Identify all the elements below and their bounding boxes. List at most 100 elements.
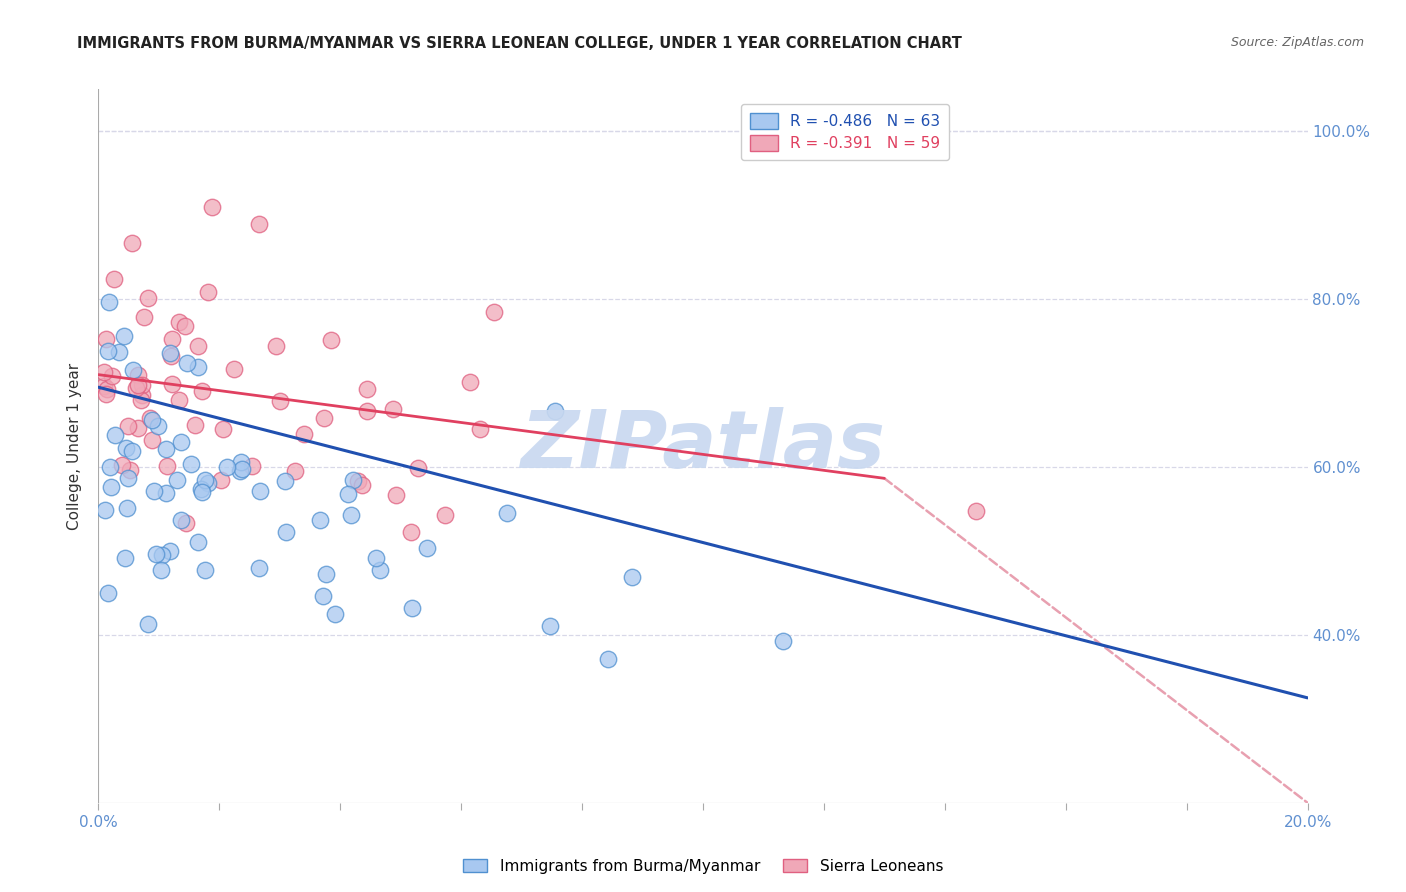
Point xyxy=(167,392,190,407)
Point xyxy=(127,378,149,392)
Point xyxy=(170,513,193,527)
Point xyxy=(101,369,124,384)
Point xyxy=(194,563,217,577)
Point xyxy=(155,485,177,500)
Point xyxy=(309,513,332,527)
Point xyxy=(356,382,378,396)
Point xyxy=(350,478,373,492)
Point xyxy=(111,458,134,472)
Point xyxy=(249,561,271,575)
Point xyxy=(274,475,297,489)
Point xyxy=(187,535,209,549)
Point xyxy=(336,487,359,501)
Point xyxy=(122,362,145,376)
Point xyxy=(187,360,209,375)
Point xyxy=(197,476,219,491)
Text: Source: ZipAtlas.com: Source: ZipAtlas.com xyxy=(1230,36,1364,49)
Point xyxy=(141,412,163,426)
Text: ZIPatlas: ZIPatlas xyxy=(520,407,886,485)
Point xyxy=(117,471,139,485)
Point xyxy=(93,378,115,392)
Point xyxy=(169,434,191,449)
Point xyxy=(138,411,160,425)
Point xyxy=(94,386,117,401)
Y-axis label: College, Under 1 year: College, Under 1 year xyxy=(67,362,83,530)
Point xyxy=(159,346,181,360)
Point xyxy=(117,419,139,434)
Point xyxy=(136,617,159,632)
Point xyxy=(194,474,217,488)
Point xyxy=(247,217,270,231)
Point xyxy=(136,291,159,305)
Point xyxy=(112,329,135,343)
Point xyxy=(312,411,335,425)
Point xyxy=(197,285,219,299)
Point xyxy=(160,332,183,346)
Point xyxy=(470,422,492,436)
Point xyxy=(385,488,408,502)
Point xyxy=(215,460,238,475)
Point xyxy=(201,200,224,214)
Point xyxy=(283,464,305,478)
Point xyxy=(93,365,115,379)
Point xyxy=(166,473,188,487)
Point xyxy=(621,570,644,584)
Point xyxy=(495,506,517,520)
Point xyxy=(104,428,127,442)
Point xyxy=(97,344,120,359)
Point xyxy=(96,382,118,396)
Point xyxy=(100,459,122,474)
Point xyxy=(191,384,214,398)
Point xyxy=(596,652,619,666)
Point xyxy=(212,422,235,436)
Point xyxy=(127,421,149,435)
Point xyxy=(131,388,153,402)
Point xyxy=(127,368,149,382)
Point xyxy=(180,457,202,471)
Point xyxy=(543,404,565,418)
Point xyxy=(416,541,439,556)
Point xyxy=(222,362,245,376)
Point xyxy=(228,464,250,478)
Point xyxy=(132,310,155,325)
Point xyxy=(269,393,291,408)
Point xyxy=(150,563,173,577)
Point xyxy=(315,567,337,582)
Point xyxy=(339,508,361,522)
Point xyxy=(174,516,197,531)
Point xyxy=(434,508,457,522)
Point xyxy=(772,634,794,648)
Point xyxy=(190,483,212,497)
Point xyxy=(94,503,117,517)
Point xyxy=(231,462,253,476)
Point xyxy=(100,480,122,494)
Point xyxy=(319,333,342,347)
Point xyxy=(103,272,125,286)
Legend: R = -0.486   N = 63, R = -0.391   N = 59: R = -0.486 N = 63, R = -0.391 N = 59 xyxy=(741,104,949,161)
Point xyxy=(96,332,118,346)
Point xyxy=(98,294,121,309)
Point xyxy=(401,601,423,615)
Text: IMMIGRANTS FROM BURMA/MYANMAR VS SIERRA LEONEAN COLLEGE, UNDER 1 YEAR CORRELATIO: IMMIGRANTS FROM BURMA/MYANMAR VS SIERRA … xyxy=(77,36,962,51)
Point xyxy=(187,338,209,352)
Point xyxy=(406,460,429,475)
Point xyxy=(965,504,987,518)
Legend: Immigrants from Burma/Myanmar, Sierra Leoneans: Immigrants from Burma/Myanmar, Sierra Le… xyxy=(457,853,949,880)
Point xyxy=(121,236,143,251)
Point xyxy=(191,485,214,500)
Point xyxy=(129,392,152,407)
Point xyxy=(399,524,422,539)
Point xyxy=(274,524,297,539)
Point xyxy=(183,417,205,432)
Point xyxy=(150,548,173,562)
Point xyxy=(264,339,287,353)
Point xyxy=(114,551,136,566)
Point xyxy=(364,551,387,566)
Point xyxy=(342,473,364,487)
Point xyxy=(312,589,335,603)
Point xyxy=(240,458,263,473)
Point xyxy=(231,455,253,469)
Point xyxy=(97,585,120,599)
Point xyxy=(209,473,232,487)
Point xyxy=(145,547,167,561)
